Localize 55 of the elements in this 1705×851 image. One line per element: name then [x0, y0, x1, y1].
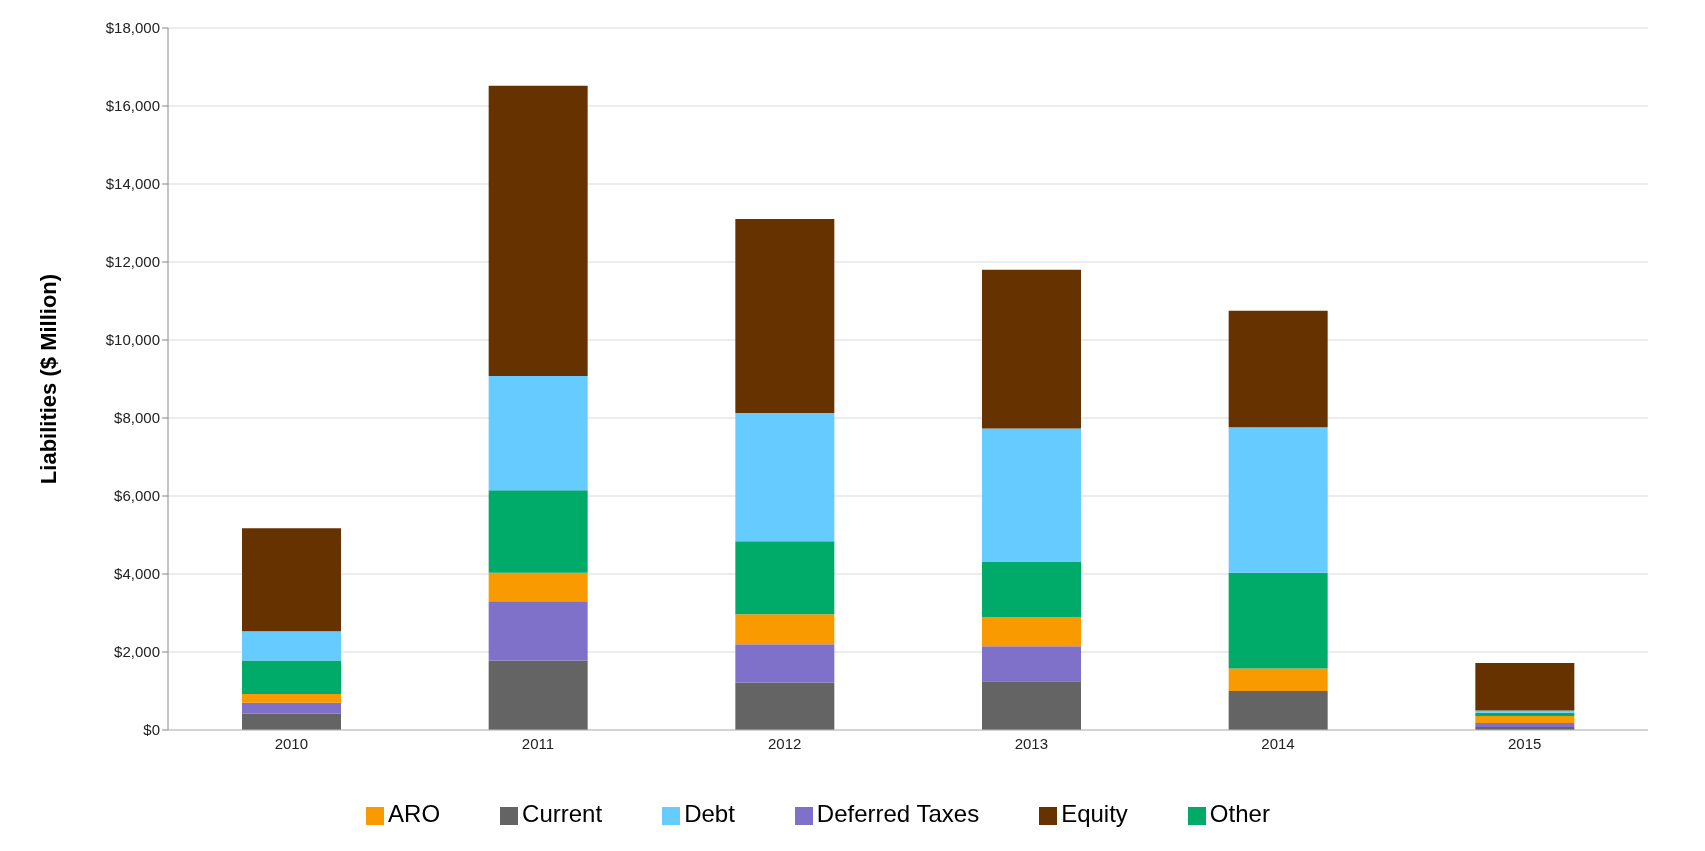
- bar: [242, 694, 341, 703]
- legend-label: Current: [522, 800, 603, 827]
- y-axis-title: Liabilities ($ Million): [35, 273, 61, 485]
- y-tick-label: $18,000: [105, 19, 160, 37]
- bar: [982, 616, 1081, 647]
- legend-label: Other: [1209, 800, 1270, 827]
- bar: [1475, 722, 1575, 727]
- y-tick-label: $12,000: [105, 253, 160, 271]
- bar: [982, 646, 1081, 682]
- bar: [982, 681, 1081, 730]
- x-tick-label: 2010: [274, 734, 309, 752]
- y-tick-label: $10,000: [105, 331, 160, 349]
- y-tick-label: $8,000: [114, 409, 160, 427]
- bar: [735, 412, 835, 542]
- bar: [242, 702, 341, 714]
- y-tick-label: $6,000: [114, 487, 160, 505]
- y-tick-label: $2,000: [114, 643, 160, 661]
- y-tick-label: $16,000: [105, 97, 160, 115]
- bar: [735, 219, 835, 413]
- bar: [242, 660, 341, 695]
- bar: [242, 528, 341, 632]
- bar: [488, 660, 588, 730]
- bar: [982, 561, 1081, 617]
- legend-label: Deferred Taxes: [816, 800, 980, 827]
- bar: [735, 682, 835, 730]
- bar: [1228, 668, 1328, 691]
- legend-label: Equity: [1061, 800, 1128, 827]
- x-tick-label: 2013: [1014, 734, 1049, 752]
- y-tick-label: $0: [143, 721, 160, 739]
- legend-label: Debt: [684, 800, 735, 827]
- x-tick-label: 2012: [767, 734, 802, 752]
- bar: [1228, 691, 1328, 730]
- x-tick-label: 2015: [1507, 734, 1542, 752]
- bar: [735, 541, 835, 615]
- bar: [735, 644, 835, 683]
- bar: [488, 601, 588, 661]
- bar: [982, 428, 1081, 562]
- bar: [242, 713, 341, 730]
- bar: [488, 85, 588, 376]
- bar: [1228, 310, 1328, 428]
- bar: [242, 631, 341, 661]
- y-tick-label: $4,000: [114, 565, 160, 583]
- bar: [1228, 572, 1328, 669]
- x-tick-label: 2014: [1261, 734, 1295, 752]
- legend-label: ARO: [388, 800, 441, 827]
- y-tick-label: $14,000: [105, 175, 160, 193]
- bar: [735, 614, 835, 645]
- bar: [982, 269, 1081, 429]
- bar: [488, 490, 588, 573]
- bar: [488, 375, 588, 491]
- bar: [488, 572, 588, 602]
- x-tick-label: 2011: [521, 734, 555, 752]
- bar: [1475, 662, 1575, 711]
- bar: [1228, 427, 1328, 573]
- bar: [1475, 715, 1575, 723]
